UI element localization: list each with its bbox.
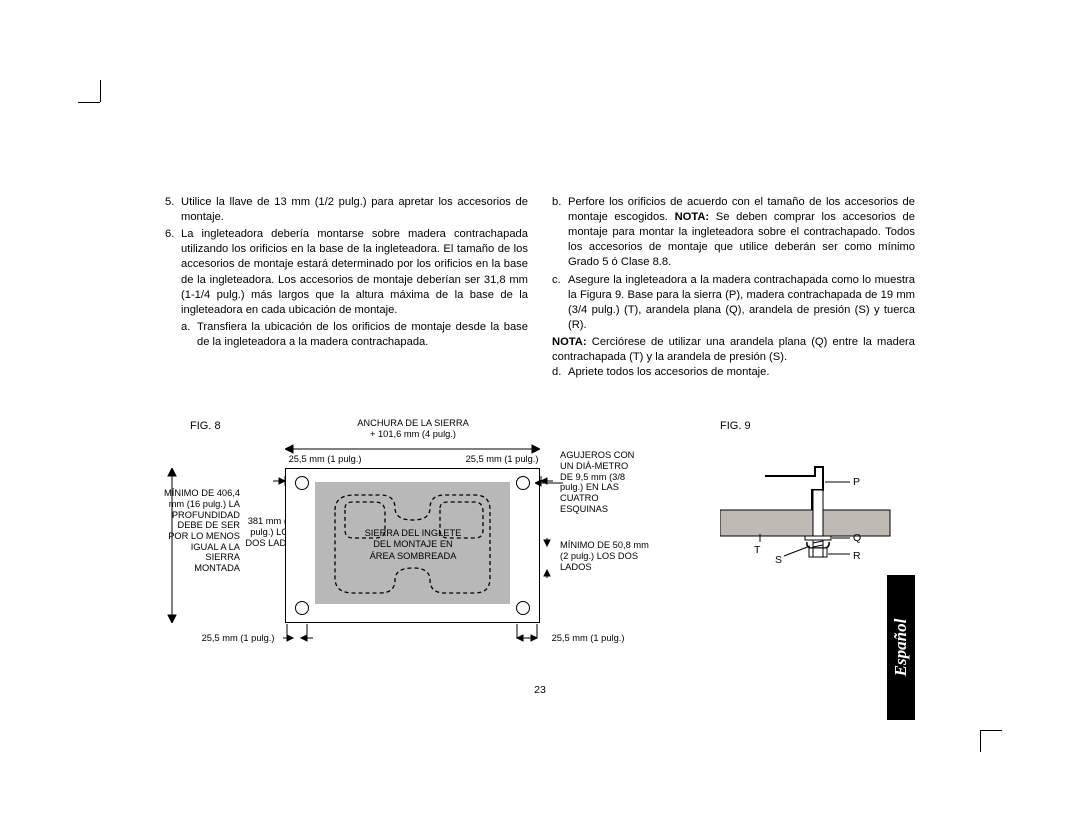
page-number: 23 — [165, 684, 915, 696]
annotation: MÍNIMO DE 406,4 mm (16 pulg.) LA PROFUND… — [160, 488, 240, 574]
subitem-text: Apriete todos los accesorios de montaje. — [568, 365, 915, 380]
item-text: La ingleteadora debería montarse sobre m… — [181, 227, 528, 318]
text-columns: 5. Utilice la llave de 13 mm (1/2 pulg.)… — [165, 195, 915, 382]
subitem-letter: b. — [552, 195, 568, 271]
leader-line — [535, 478, 563, 488]
figures-area: FIG. 8 ANCHURA DE LA SIERRA + 101,6 mm (… — [165, 420, 915, 680]
annotation: + 101,6 mm (4 pulg.) — [353, 429, 473, 440]
item-number: 6. — [165, 227, 181, 318]
dim-arrow — [283, 624, 313, 646]
label-Q: Q — [853, 532, 861, 544]
annotation: 25,5 mm (1 pulg.) — [193, 633, 283, 644]
label-P: P — [853, 476, 860, 488]
annotation: MÍNIMO DE 50,8 mm (2 pulg.) LOS DOS LADO… — [560, 540, 650, 572]
manual-page: 5. Utilice la llave de 13 mm (1/2 pulg.)… — [165, 195, 915, 680]
column-right: b. Perfore los orificios de acuerdo con … — [552, 195, 915, 382]
subitem-letter: c. — [552, 273, 568, 333]
bolt-assembly-icon — [720, 464, 900, 594]
annotation: 25,5 mm (1 pulg.) — [280, 454, 370, 465]
subitem-text: Perfore los orificios de acuerdo con el … — [568, 195, 915, 271]
column-left: 5. Utilice la llave de 13 mm (1/2 pulg.)… — [165, 195, 528, 382]
dim-arrow-v — [542, 538, 562, 578]
label-S: S — [775, 554, 782, 566]
note-text: NOTA: Cerciórese de utilizar una arandel… — [552, 335, 915, 365]
label-T: T — [754, 544, 760, 556]
language-tab: Español — [887, 575, 915, 720]
annotation: 25,5 mm (1 pulg.) — [457, 454, 547, 465]
subitem-letter: d. — [552, 365, 568, 380]
dim-arrow — [513, 624, 543, 646]
annotation: ANCHURA DE LA SIERRA — [353, 418, 473, 429]
figure-9: P T Q S R — [720, 464, 900, 594]
item-number: 5. — [165, 195, 181, 225]
center-label: SIERRA DEL INGLETE DEL MONTAJE EN ÁREA S… — [343, 528, 483, 561]
figure-8: SIERRA DEL INGLETE DEL MONTAJE EN ÁREA S… — [285, 468, 540, 623]
figure-label-9: FIG. 9 — [720, 420, 751, 432]
annotation: 25,5 mm (1 pulg.) — [543, 633, 633, 644]
annotation: AGUJEROS CON UN DIÁ-METRO DE 9,5 mm (3/8… — [560, 450, 640, 514]
label-R: R — [853, 550, 861, 562]
subitem-letter: a. — [181, 320, 197, 350]
figure-label-8: FIG. 8 — [190, 420, 221, 432]
item-text: Utilice la llave de 13 mm (1/2 pulg.) pa… — [181, 195, 528, 225]
subitem-text: Transfiera la ubicación de los orificios… — [197, 320, 528, 350]
subitem-text: Asegure la ingleteadora a la madera cont… — [568, 273, 915, 333]
